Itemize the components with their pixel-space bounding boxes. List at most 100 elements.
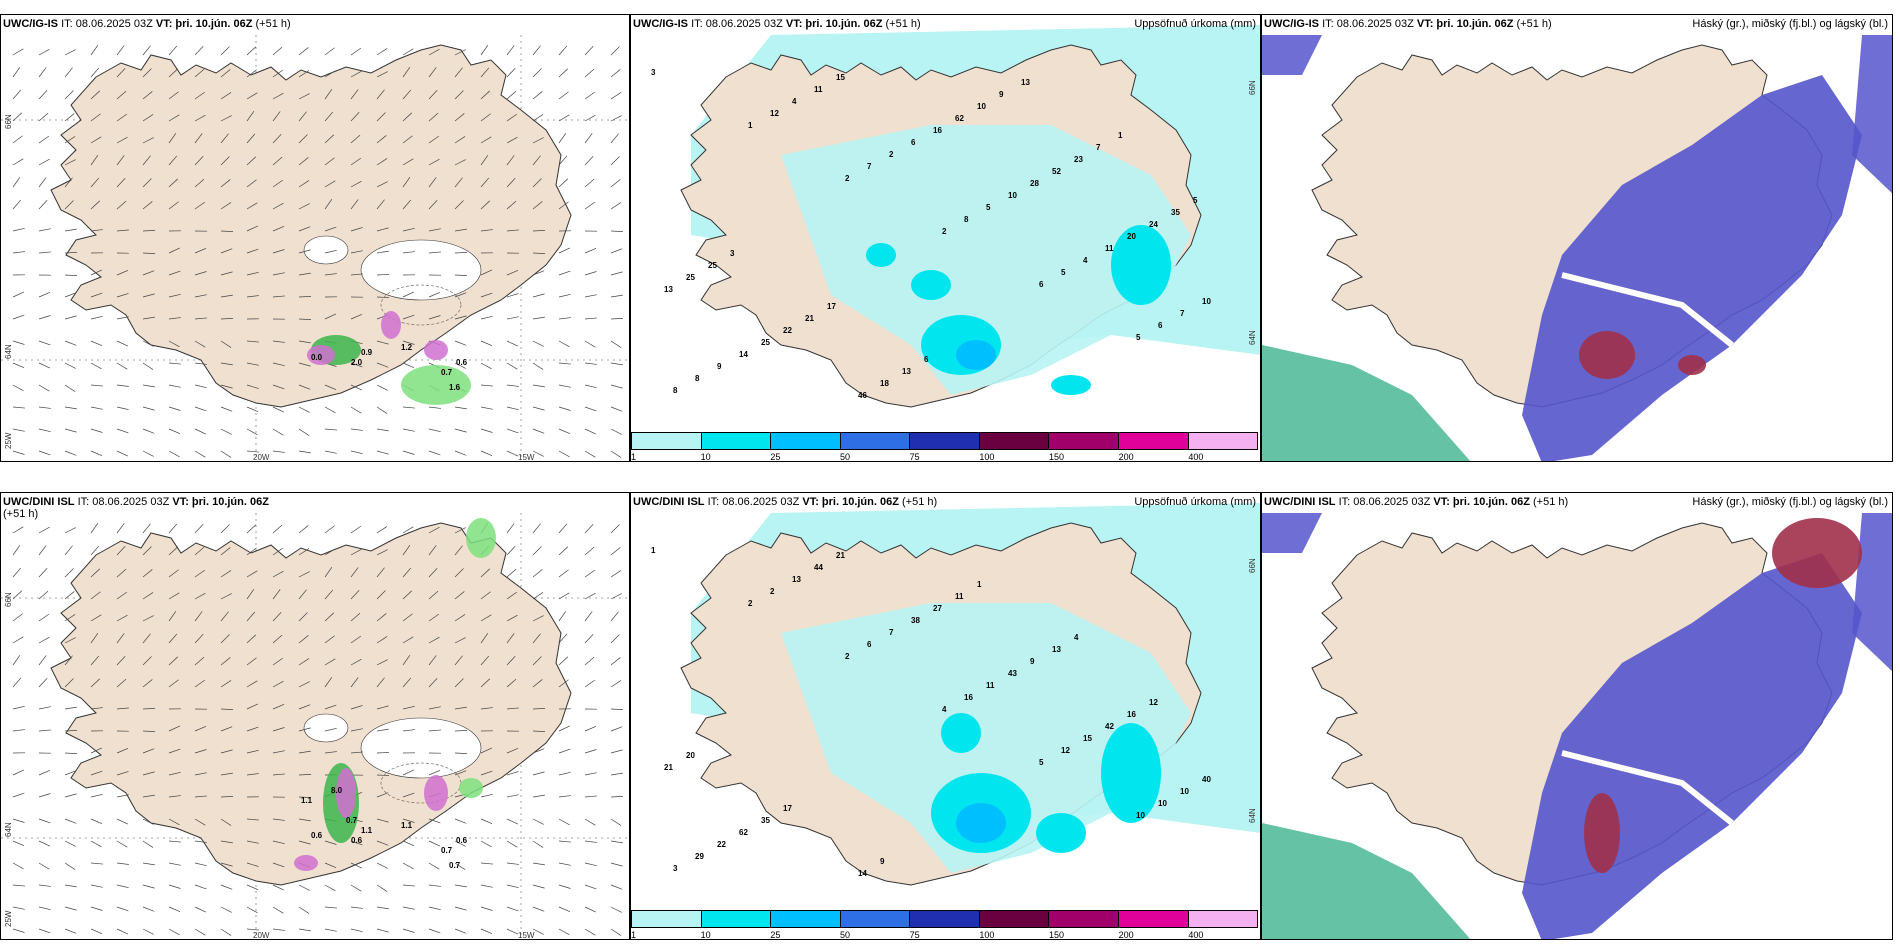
panel-title: UWC/IG-IS IT: 08.06.2025 03Z VT: þri. 10…	[633, 18, 921, 30]
colorbar-swatch	[632, 433, 702, 449]
precip-value: 4	[942, 705, 947, 714]
precip-value: 46	[858, 391, 867, 400]
lat-label: 64N	[4, 822, 13, 837]
colorbar-swatch	[1188, 911, 1258, 927]
colorbar-tick: 150	[1049, 930, 1065, 940]
panel-title: UWC/DINI ISL IT: 08.06.2025 03Z VT: þri.…	[633, 496, 938, 508]
precip-value: 13	[792, 575, 801, 584]
precip-value: 4	[1074, 633, 1079, 642]
precip-value: 1	[1118, 131, 1123, 140]
wind-label: 0.9	[361, 348, 373, 357]
precip-value: 2	[748, 599, 753, 608]
wind-label: 0.7	[346, 816, 358, 825]
colorbar-tick-labels: 1 10 25 50 75 100 150 200 400	[631, 930, 1258, 940]
precip-value: 27	[933, 604, 942, 613]
precip-value: 43	[1008, 669, 1017, 678]
colorbar-swatch	[910, 433, 980, 449]
lat-label: 64N	[1248, 330, 1257, 345]
precip-value: 29	[695, 852, 704, 861]
colorbar-tick: 50	[840, 452, 851, 462]
precip-value: 2	[845, 174, 850, 183]
precip-value: 14	[858, 869, 867, 878]
lon-label: 15W	[518, 931, 535, 940]
precip-value: 3	[730, 249, 735, 258]
precip-shading	[294, 518, 496, 871]
wind-label: 0.7	[441, 846, 453, 855]
wind-label: 1.1	[301, 796, 313, 805]
precip-value: 4	[1083, 256, 1088, 265]
lon-label: 15W	[518, 453, 535, 462]
colorbar-swatch	[771, 433, 841, 449]
lat-label: 66N	[4, 114, 13, 129]
lat-label: 66N	[1248, 558, 1257, 573]
precip-value: 11	[1105, 244, 1114, 253]
wind-label: 0.7	[449, 861, 461, 870]
colorbar-swatch	[840, 911, 911, 927]
lat-label: 66N	[4, 592, 13, 607]
wind-label: 0.6	[311, 831, 323, 840]
low-cloud-area	[1262, 345, 1471, 461]
precip-value: 21	[836, 551, 845, 560]
panel-title: UWC/DINI ISL IT: 08.06.2025 03Z VT: þri.…	[3, 496, 269, 520]
precip-value: 7	[867, 162, 872, 171]
lon-label: 20W	[253, 931, 270, 940]
precip-value: 5	[1193, 196, 1198, 205]
precip-value: 6	[924, 355, 929, 364]
low-cloud-area	[1262, 823, 1471, 939]
colorbar-tick: 1	[631, 452, 637, 462]
colorbar-tick: 200	[1118, 452, 1134, 462]
colorbar-swatch	[1118, 433, 1189, 449]
precip-value: 12	[770, 109, 779, 118]
precip-value: 8	[673, 386, 678, 395]
precip-value: 17	[783, 804, 792, 813]
precip-value: 3	[651, 68, 656, 77]
precip-value: 28	[1030, 179, 1039, 188]
panel-variable-label: Uppsöfnuð úrkoma (mm)	[1134, 496, 1256, 508]
colorbar-tick: 100	[979, 930, 995, 940]
clear-gap	[1561, 750, 1734, 826]
panel-precip-top: UWC/IG-IS IT: 08.06.2025 03Z VT: þri. 10…	[630, 14, 1261, 462]
high-cloud-area	[1579, 331, 1706, 379]
precip-value: 25	[686, 273, 695, 282]
panel-precip-bottom: UWC/DINI ISL IT: 08.06.2025 03Z VT: þri.…	[630, 492, 1261, 940]
precip-value-labels: 0.60.61.11.10.70.70.61.18.00.7	[301, 786, 468, 870]
wind-label: 8.0	[331, 786, 343, 795]
lat-label: 25W	[4, 432, 13, 449]
precip-value: 10	[1180, 787, 1189, 796]
glacier-areas	[303, 713, 482, 804]
precip-value: 8	[964, 215, 969, 224]
colorbar-tick-labels: 1 10 25 50 75 100 150 200 400	[631, 452, 1258, 462]
precip-value: 7	[1096, 143, 1101, 152]
precip-value: 1	[977, 580, 982, 589]
precip-value: 13	[1052, 645, 1061, 654]
colorbar-swatch	[1118, 911, 1189, 927]
colorbar-tick: 10	[700, 930, 711, 940]
precip-value: 7	[889, 628, 894, 637]
panel-title: UWC/DINI ISL IT: 08.06.2025 03Z VT: þri.…	[1264, 496, 1569, 508]
precip-value: 42	[1105, 722, 1114, 731]
precip-value: 11	[986, 681, 995, 690]
precip-value: 2	[770, 587, 775, 596]
colorbar-swatch	[632, 911, 702, 927]
colorbar-swatch	[771, 911, 841, 927]
precip-value: 11	[955, 592, 964, 601]
precip-value: 44	[814, 563, 823, 572]
colorbar-tick: 100	[979, 452, 995, 462]
precip-value: 5	[1039, 758, 1044, 767]
colorbar-tick: 75	[909, 930, 920, 940]
wind-label: 1.6	[449, 383, 461, 392]
cloud-map	[1262, 493, 1892, 939]
wind-label: 0.6	[456, 358, 468, 367]
precip-value: 2	[845, 652, 850, 661]
wind-barbs	[12, 44, 624, 458]
precip-value: 21	[664, 763, 673, 772]
colorbar-swatch	[701, 433, 772, 449]
precip-value: 35	[761, 816, 770, 825]
precip-value: 10	[1202, 297, 1211, 306]
precip-value: 14	[739, 350, 748, 359]
panel-clouds-bottom: UWC/DINI ISL IT: 08.06.2025 03Z VT: þri.…	[1261, 492, 1893, 940]
precip-value-labels: 0.0 2.00.9 1.2 0.7 1.6 0.6	[311, 343, 468, 392]
colorbar-swatch	[1049, 911, 1119, 927]
colorbar-tick: 75	[909, 452, 920, 462]
